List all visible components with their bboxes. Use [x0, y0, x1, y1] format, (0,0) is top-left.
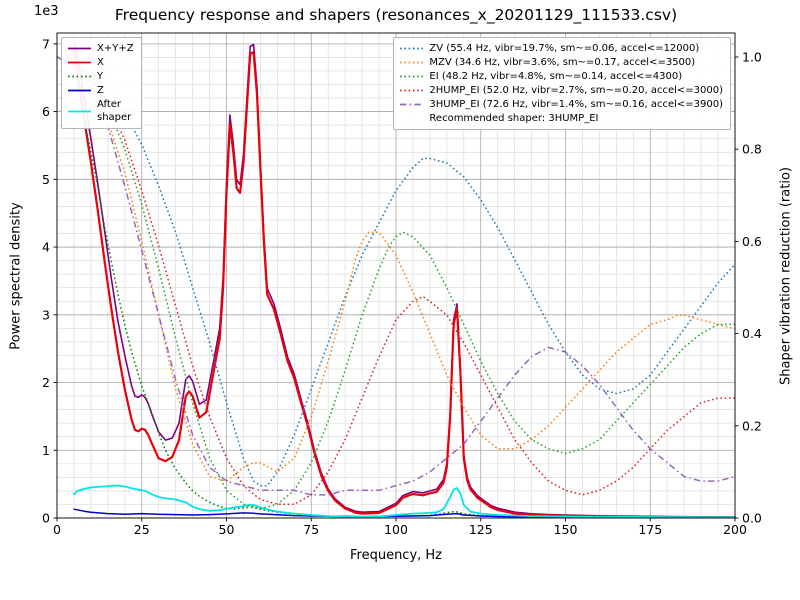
y-tick-label-right: 0.6 — [742, 234, 762, 249]
legend-line-sample — [68, 110, 91, 112]
legend-item-y: Y — [67, 70, 134, 83]
y-tick-label-right: 0.8 — [742, 142, 762, 157]
legend-item-sum: X+Y+Z — [67, 42, 134, 55]
legend-item-label: Y — [97, 71, 104, 82]
x-tick-label: 0 — [53, 522, 61, 537]
x-tick-label: 175 — [638, 522, 662, 537]
x-tick-label: 200 — [723, 522, 747, 537]
legend-line-sample — [400, 61, 424, 64]
y-tick-label-left: 2 — [42, 375, 50, 390]
y-tick-label-left: 1 — [42, 443, 50, 458]
legend-item-label: X+Y+Z — [97, 43, 134, 54]
y-axis-label-left: Power spectral density — [8, 202, 24, 350]
legend-line-sample — [400, 103, 424, 106]
legend-line-sample — [68, 89, 91, 92]
series-z — [73, 508, 736, 519]
x-tick-label: 75 — [303, 522, 319, 537]
legend-line-sample — [68, 75, 91, 78]
y-tick-label-right: 0.2 — [742, 418, 762, 433]
y-tick-label-right: 1.0 — [742, 49, 762, 64]
y-tick-label-right: 0.4 — [742, 326, 762, 341]
series-after-shaper — [73, 484, 736, 519]
series-3hump-ei — [56, 56, 736, 496]
chart-title: Frequency response and shapers (resonanc… — [114, 6, 678, 24]
y-tick-label-left: 7 — [42, 36, 50, 51]
y-tick-label-left: 0 — [42, 511, 50, 526]
y-axis-offset-text: 1e3 — [34, 4, 59, 19]
legend-item-label: 2HUMP_EI (52.0 Hz, vibr=2.7%, sm~=0.20, … — [429, 85, 723, 96]
y-tick-label-left: 6 — [42, 104, 50, 119]
y-tick-label-left: 4 — [42, 240, 50, 255]
series-ei — [56, 56, 735, 510]
legend-item-label: EI (48.2 Hz, vibr=4.8%, sm~=0.14, accel<… — [429, 71, 683, 82]
legend-item-label: After shaper — [97, 99, 132, 123]
y-tick-label-right: 0.0 — [742, 511, 762, 526]
legend-item-after-shaper: After shaper — [67, 98, 134, 124]
x-axis-label: Frequency, Hz — [349, 548, 443, 563]
legend-item-label: MZV (34.6 Hz, vibr=3.6%, sm~=0.17, accel… — [429, 57, 696, 68]
legend-item-label: 3HUMP_EI (72.6 Hz, vibr=1.4%, sm~=0.16, … — [429, 99, 723, 110]
legend-item-label: X — [97, 57, 104, 68]
legend-item-mzv: MZV (34.6 Hz, vibr=3.6%, sm~=0.17, accel… — [399, 56, 723, 69]
legend-recommended-label: Recommended shaper: 3HUMP_EI — [429, 113, 599, 124]
y-tick-label-left: 3 — [42, 307, 50, 322]
series-2hump-ei — [56, 56, 735, 505]
legend-recommended-shaper: Recommended shaper: 3HUMP_EI — [399, 112, 723, 125]
legend-line-sample — [400, 89, 424, 92]
y-axis-label-right: Shaper vibration reduction (ratio) — [778, 167, 794, 385]
legend-item-label: ZV (55.4 Hz, vibr=19.7%, sm~=0.06, accel… — [429, 43, 700, 54]
x-tick-label: 50 — [219, 522, 235, 537]
y-tick-label-left: 5 — [42, 172, 50, 187]
x-tick-label: 100 — [384, 522, 408, 537]
legend-shapers: ZV (55.4 Hz, vibr=19.7%, sm~=0.06, accel… — [393, 37, 731, 130]
series-x — [72, 49, 737, 519]
legend-item-ei: EI (48.2 Hz, vibr=4.8%, sm~=0.14, accel<… — [399, 70, 723, 83]
legend-line-sample — [68, 47, 91, 50]
legend-item-x: X — [67, 56, 134, 69]
legend-line-sample — [400, 47, 424, 50]
legend-line-sample — [68, 61, 91, 64]
legend-item-z: Z — [67, 84, 134, 97]
x-tick-label: 25 — [134, 522, 150, 537]
series-y — [73, 70, 736, 519]
legend-item-label: Z — [97, 85, 104, 96]
legend-item-zv: ZV (55.4 Hz, vibr=19.7%, sm~=0.06, accel… — [399, 42, 723, 55]
legend-item-2hump-ei: 2HUMP_EI (52.0 Hz, vibr=2.7%, sm~=0.20, … — [399, 84, 723, 97]
legend-item-3hump-ei: 3HUMP_EI (72.6 Hz, vibr=1.4%, sm~=0.16, … — [399, 98, 723, 111]
x-tick-label: 150 — [554, 522, 578, 537]
x-tick-label: 125 — [469, 522, 493, 537]
legend-line-sample — [400, 75, 424, 78]
legend-psd: X+Y+Z X Y Z After shaper — [61, 37, 142, 129]
